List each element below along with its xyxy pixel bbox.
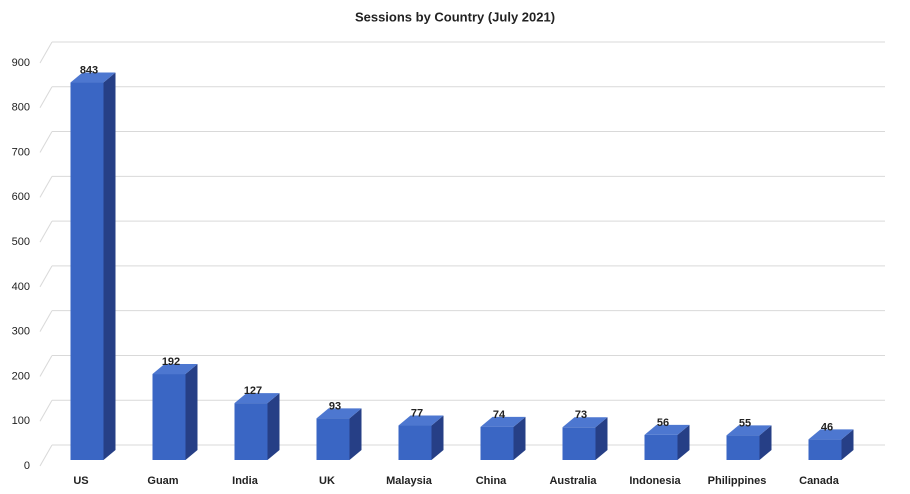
x-tick-label: Malaysia bbox=[386, 475, 433, 487]
x-tick-label: China bbox=[476, 475, 507, 487]
x-tick-label: Philippines bbox=[708, 475, 767, 487]
value-label: 46 bbox=[821, 421, 833, 433]
x-tick-label: Australia bbox=[549, 475, 597, 487]
bar-side bbox=[677, 424, 690, 460]
x-tick-label: India bbox=[232, 475, 259, 487]
bar-side bbox=[759, 425, 772, 460]
y-tick-label: 600 bbox=[12, 191, 30, 203]
bar-side bbox=[349, 408, 362, 460]
x-tick-label: Guam bbox=[147, 475, 178, 487]
value-label: 93 bbox=[329, 400, 341, 412]
grid-line bbox=[39, 310, 53, 332]
y-tick-label: 900 bbox=[12, 57, 30, 69]
bar-top bbox=[644, 424, 690, 435]
value-label: 73 bbox=[575, 409, 587, 421]
value-label: 74 bbox=[493, 409, 506, 421]
grid-line bbox=[39, 399, 53, 422]
bar-side bbox=[267, 393, 280, 460]
x-tick-label: Indonesia bbox=[629, 475, 681, 487]
bar-top bbox=[480, 416, 526, 427]
value-label: 55 bbox=[739, 417, 751, 429]
value-label: 77 bbox=[411, 407, 423, 419]
grid-line bbox=[39, 41, 53, 64]
bar-top bbox=[70, 72, 116, 83]
bar-top bbox=[398, 415, 444, 426]
bar-top bbox=[808, 429, 854, 440]
grid-line bbox=[39, 176, 53, 198]
value-label: 843 bbox=[80, 64, 98, 76]
bar-side bbox=[841, 429, 854, 460]
bar-top bbox=[316, 408, 362, 419]
bar bbox=[562, 427, 596, 460]
y-tick-label: 700 bbox=[12, 146, 30, 158]
bar-side bbox=[185, 364, 198, 460]
bar-side bbox=[513, 416, 526, 460]
x-tick-label: US bbox=[73, 475, 88, 487]
bar-top bbox=[152, 364, 198, 375]
grid-line bbox=[39, 86, 53, 109]
grid-line bbox=[39, 355, 53, 377]
x-tick-label: UK bbox=[319, 475, 335, 487]
bar-top bbox=[562, 417, 608, 428]
bar-top bbox=[234, 393, 280, 404]
y-tick-label: 400 bbox=[12, 281, 30, 293]
y-tick-label: 100 bbox=[12, 415, 30, 427]
bar-side bbox=[431, 415, 444, 460]
x-tick-label: Canada bbox=[799, 475, 840, 487]
bar bbox=[808, 439, 842, 460]
grid-line bbox=[39, 220, 53, 243]
bar bbox=[644, 434, 678, 460]
bar bbox=[726, 435, 760, 460]
grid-line bbox=[39, 131, 53, 153]
y-tick-label: 200 bbox=[12, 370, 30, 382]
bar-side bbox=[103, 72, 116, 461]
chart-title: Sessions by Country (July 2021) bbox=[355, 9, 555, 24]
grid-line bbox=[39, 444, 53, 467]
bar bbox=[398, 425, 432, 460]
bar bbox=[234, 403, 268, 460]
y-tick-label: 300 bbox=[12, 326, 30, 338]
y-tick-label: 800 bbox=[12, 102, 30, 114]
y-tick-label: 0 bbox=[24, 460, 30, 472]
bar-side bbox=[595, 417, 608, 460]
bar-top bbox=[726, 425, 772, 436]
bar bbox=[152, 374, 186, 460]
value-label: 127 bbox=[244, 385, 262, 397]
bar bbox=[316, 418, 350, 460]
bar bbox=[70, 82, 104, 461]
grid-line bbox=[39, 265, 53, 288]
value-label: 56 bbox=[657, 417, 669, 429]
value-label: 192 bbox=[162, 356, 180, 368]
bar bbox=[480, 426, 514, 460]
y-tick-label: 500 bbox=[12, 236, 30, 248]
